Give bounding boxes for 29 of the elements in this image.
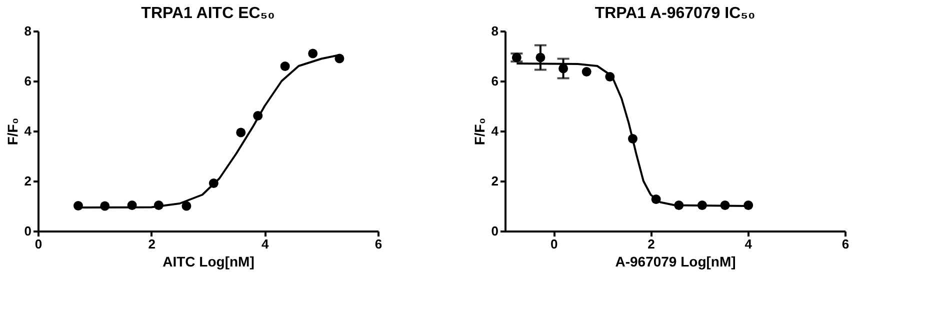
point (280, 62, 290, 71)
point (308, 48, 318, 58)
point (582, 67, 592, 76)
x-axis-title: AITC Log[nM] (162, 254, 254, 270)
y-tick-label: 6 (491, 74, 498, 88)
x-tick-label: 4 (744, 236, 753, 252)
x-tick-label: 6 (374, 236, 382, 252)
x-tick-label: 0 (34, 236, 42, 252)
y-axis-title: F/F₀ (471, 118, 488, 146)
y-tick-label: 4 (491, 124, 500, 138)
x-tick-label: 6 (842, 236, 850, 252)
chart-title: TRPA1 A-967079 IC₅₀ (594, 5, 756, 22)
y-tick-label: 2 (491, 174, 498, 188)
x-tick-label: 2 (148, 236, 156, 252)
y-tick-label: 4 (24, 124, 32, 138)
point (182, 201, 192, 211)
x-tick-label: 2 (648, 236, 655, 252)
x-tick-label: 4 (262, 236, 270, 252)
y-tick-label: 8 (491, 24, 498, 38)
point (236, 128, 246, 138)
y-tick-label: 8 (24, 24, 32, 38)
y-tick-label: 6 (24, 74, 32, 88)
x-tick-label: 0 (550, 236, 558, 252)
y-tick-label: 0 (491, 224, 498, 238)
x-axis-title: A-967079 Log[nM] (615, 254, 736, 270)
y-axis-title: F/F₀ (4, 118, 20, 146)
y-tick-label: 0 (24, 224, 32, 238)
y-tick-label: 2 (24, 174, 32, 188)
chart-title: TRPA1 AITC EC₅₀ (141, 5, 275, 22)
